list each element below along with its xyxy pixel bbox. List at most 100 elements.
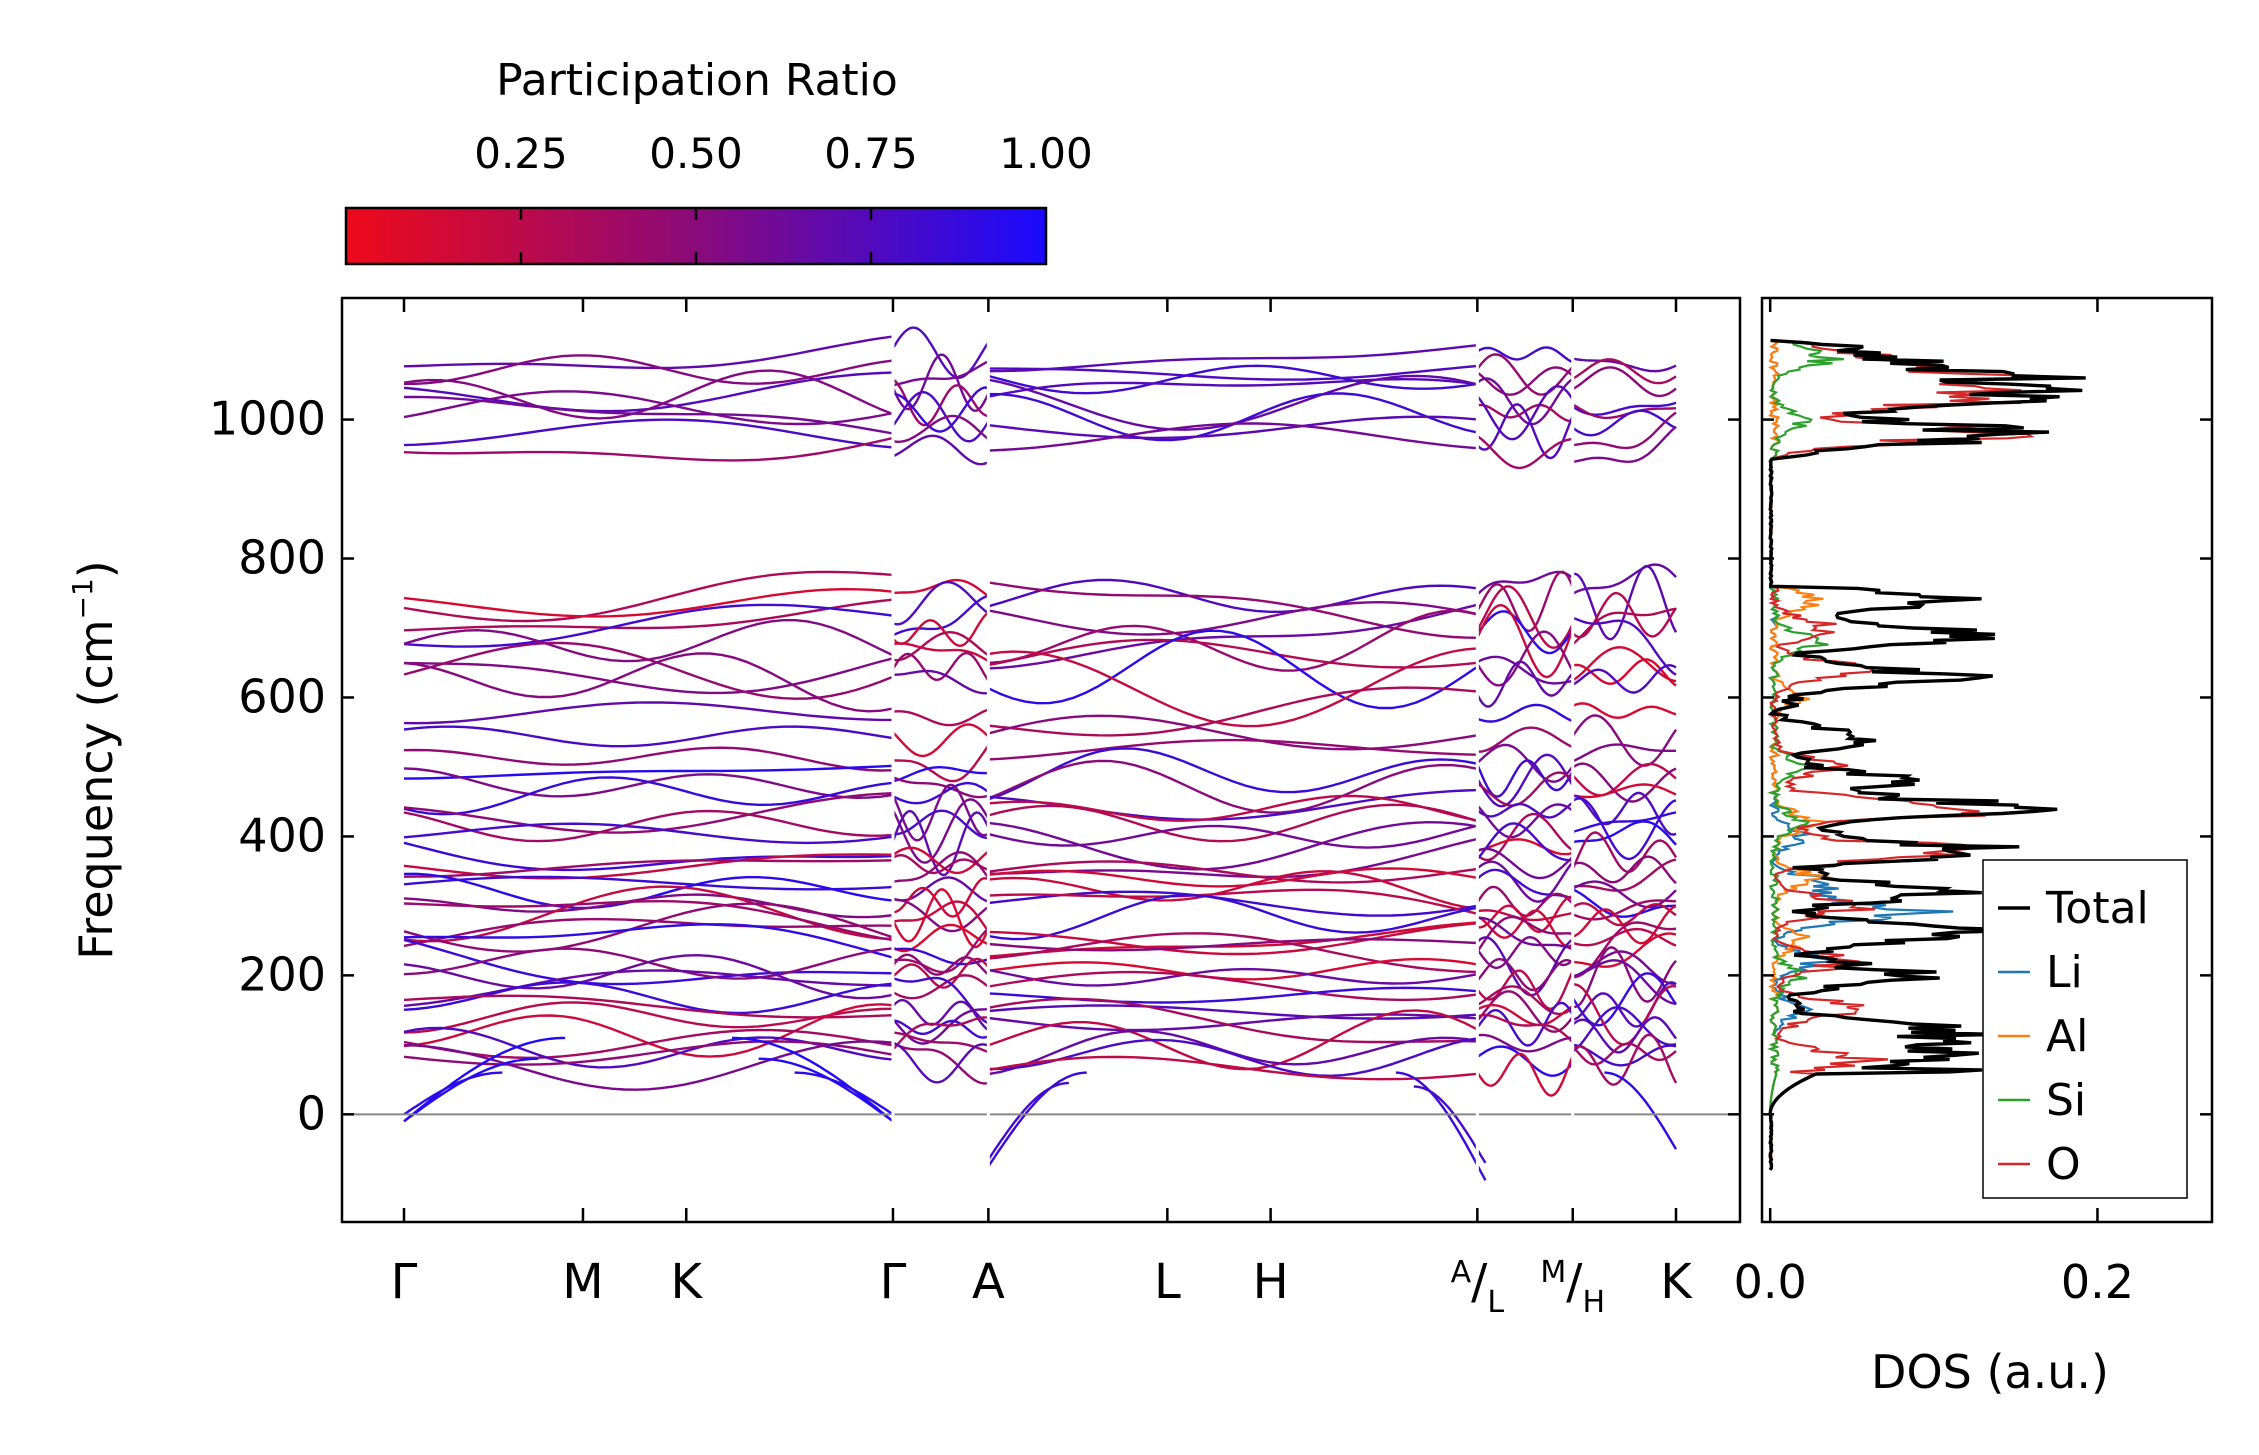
band-line [988,578,1478,613]
band-line [1571,409,1677,437]
k-point-label: Γ [391,1254,418,1310]
band-line [892,708,989,727]
band-line [892,723,990,758]
y-tick-label: 200 [238,947,326,1001]
band-line [403,746,894,772]
legend-label: Si [2046,1075,2086,1126]
band-line [1476,630,1574,687]
band-line [892,776,989,799]
band-line [1476,915,1573,953]
band-line [988,1055,1478,1081]
band-line [1476,1045,1574,1077]
band-line [403,1040,894,1066]
band-line [403,822,894,845]
band-line [988,747,1478,801]
band-line [988,794,1478,822]
band-line [1476,1052,1574,1097]
band-line [1571,607,1677,646]
band-line [892,900,990,933]
band-line [1476,990,1574,1033]
band-ylabel-close: ) [69,560,123,578]
band-line [988,603,1478,670]
band-line [1572,855,1677,885]
band-line [403,657,894,695]
band-line [403,947,894,980]
band-line [403,938,894,986]
dos-xlabel: DOS (a.u.) [1871,1345,2109,1399]
k-point-label: M [562,1254,603,1310]
band-line [988,609,1478,672]
band-line [988,344,1478,373]
band-line [403,725,894,748]
dos-x-tick-label: 0.0 [1734,1255,1807,1309]
band-line [987,759,1478,814]
band-line [988,867,1478,888]
band-line [1571,1042,1677,1066]
band-line [403,841,894,872]
band-line [892,809,989,840]
band-line [892,390,990,443]
band-line [1572,702,1677,719]
band-line [988,600,1478,636]
band-line [1476,860,1574,903]
band-line [1476,822,1573,862]
band-line [988,686,1478,737]
band-line [403,1003,894,1058]
band-line [1572,616,1677,676]
band-ylabel-sup: −1 [66,578,99,619]
band-line [1476,385,1574,441]
band-line [988,893,1478,941]
band-line [892,851,990,883]
band-line [1572,927,1677,947]
dos-panel: 0.0 0.2 DOS (a.u.) Total Li Al Si O [1734,296,2214,1399]
y-tick-label: 400 [238,808,326,862]
band-line [404,354,894,385]
band-line [1572,899,1677,921]
band-line [1476,403,1574,460]
band-line [403,776,894,816]
band-line [1476,435,1573,470]
band-line [403,1028,894,1060]
band-line [988,581,1478,639]
band-line [1476,1001,1574,1047]
band-line [988,1013,1478,1032]
band-line [403,603,894,648]
band-line [892,580,990,626]
band-line [1477,1033,1573,1053]
band-line [403,395,894,435]
band-line [891,783,990,842]
band-line [988,714,1478,751]
band-line [1572,358,1677,385]
band-line [892,927,990,974]
band-line [987,629,1478,710]
band-line [403,809,894,843]
band-line [1572,950,1677,985]
band-line [892,1031,989,1054]
band-line [1572,888,1677,918]
band-line [988,997,1478,1044]
band-line [1476,812,1574,862]
band-line [403,1001,894,1034]
band-line [1571,1016,1677,1054]
band-line [1572,820,1677,846]
band-line [403,981,894,1015]
band-line [1476,660,1574,708]
band-line [988,870,1478,910]
band-line [1476,801,1574,819]
band-line [403,953,894,1000]
colorbar-tick-label: 0.50 [649,129,743,178]
band-line [988,824,1478,849]
acoustic-branch [794,1071,894,1116]
band-structure-panel: 0 200 400 600 800 1000 Γ M K Γ A L H A/L M/H K Frequenc… [66,296,1742,1320]
band-line [988,967,1478,987]
band-line [988,738,1478,761]
k-point-label: M/H [1540,1254,1605,1320]
band-line [1572,425,1677,464]
band-line [1476,346,1574,364]
band-line [892,669,989,695]
band-line [892,611,990,648]
band-ylabel: Frequency (cm−1) [66,560,123,960]
k-point-label: A [972,1254,1005,1310]
dos-plot-frame [1760,296,2214,1224]
band-line [892,1041,989,1085]
